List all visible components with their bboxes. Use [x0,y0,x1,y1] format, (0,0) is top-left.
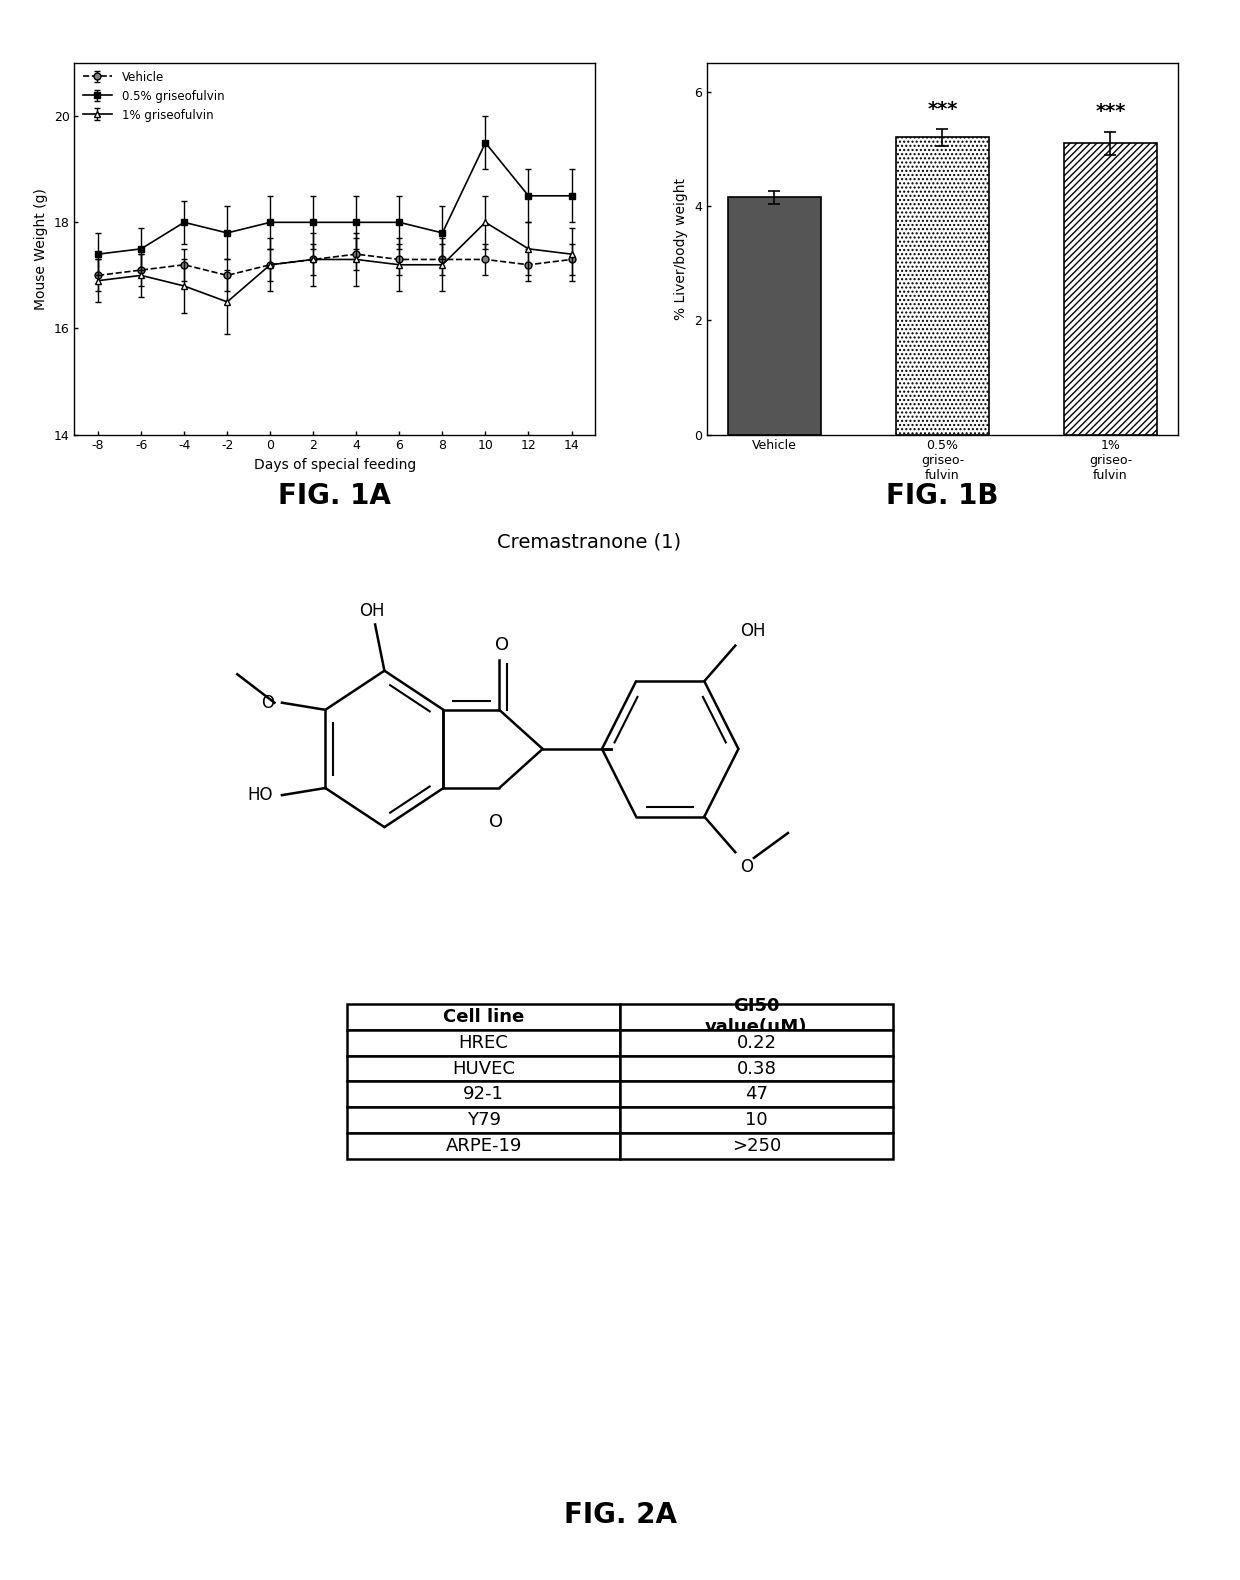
Bar [897,137,988,434]
Text: O: O [740,858,753,875]
Text: ***: *** [928,100,957,118]
Text: FIG. 2A: FIG. 2A [563,1501,677,1529]
Text: FIG. 1B: FIG. 1B [887,482,998,510]
Legend: Vehicle, 0.5% griseofulvin, 1% griseofulvin: Vehicle, 0.5% griseofulvin, 1% griseoful… [81,70,227,125]
Bar [1064,144,1157,434]
Y-axis label: % Liver/body weight: % Liver/body weight [675,179,688,319]
X-axis label: Days of special feeding: Days of special feeding [254,458,415,472]
Text: O: O [262,694,274,711]
Text: OH: OH [360,602,384,619]
Bar [728,198,821,434]
Y-axis label: Mouse Weight (g): Mouse Weight (g) [35,188,48,310]
Text: O: O [495,637,510,654]
Text: HO: HO [247,787,273,804]
Text: O: O [489,814,503,831]
Text: Cremastranone (1): Cremastranone (1) [497,532,681,551]
Text: FIG. 1A: FIG. 1A [278,482,392,510]
Text: OH: OH [740,623,766,640]
Text: ***: *** [1095,103,1126,122]
